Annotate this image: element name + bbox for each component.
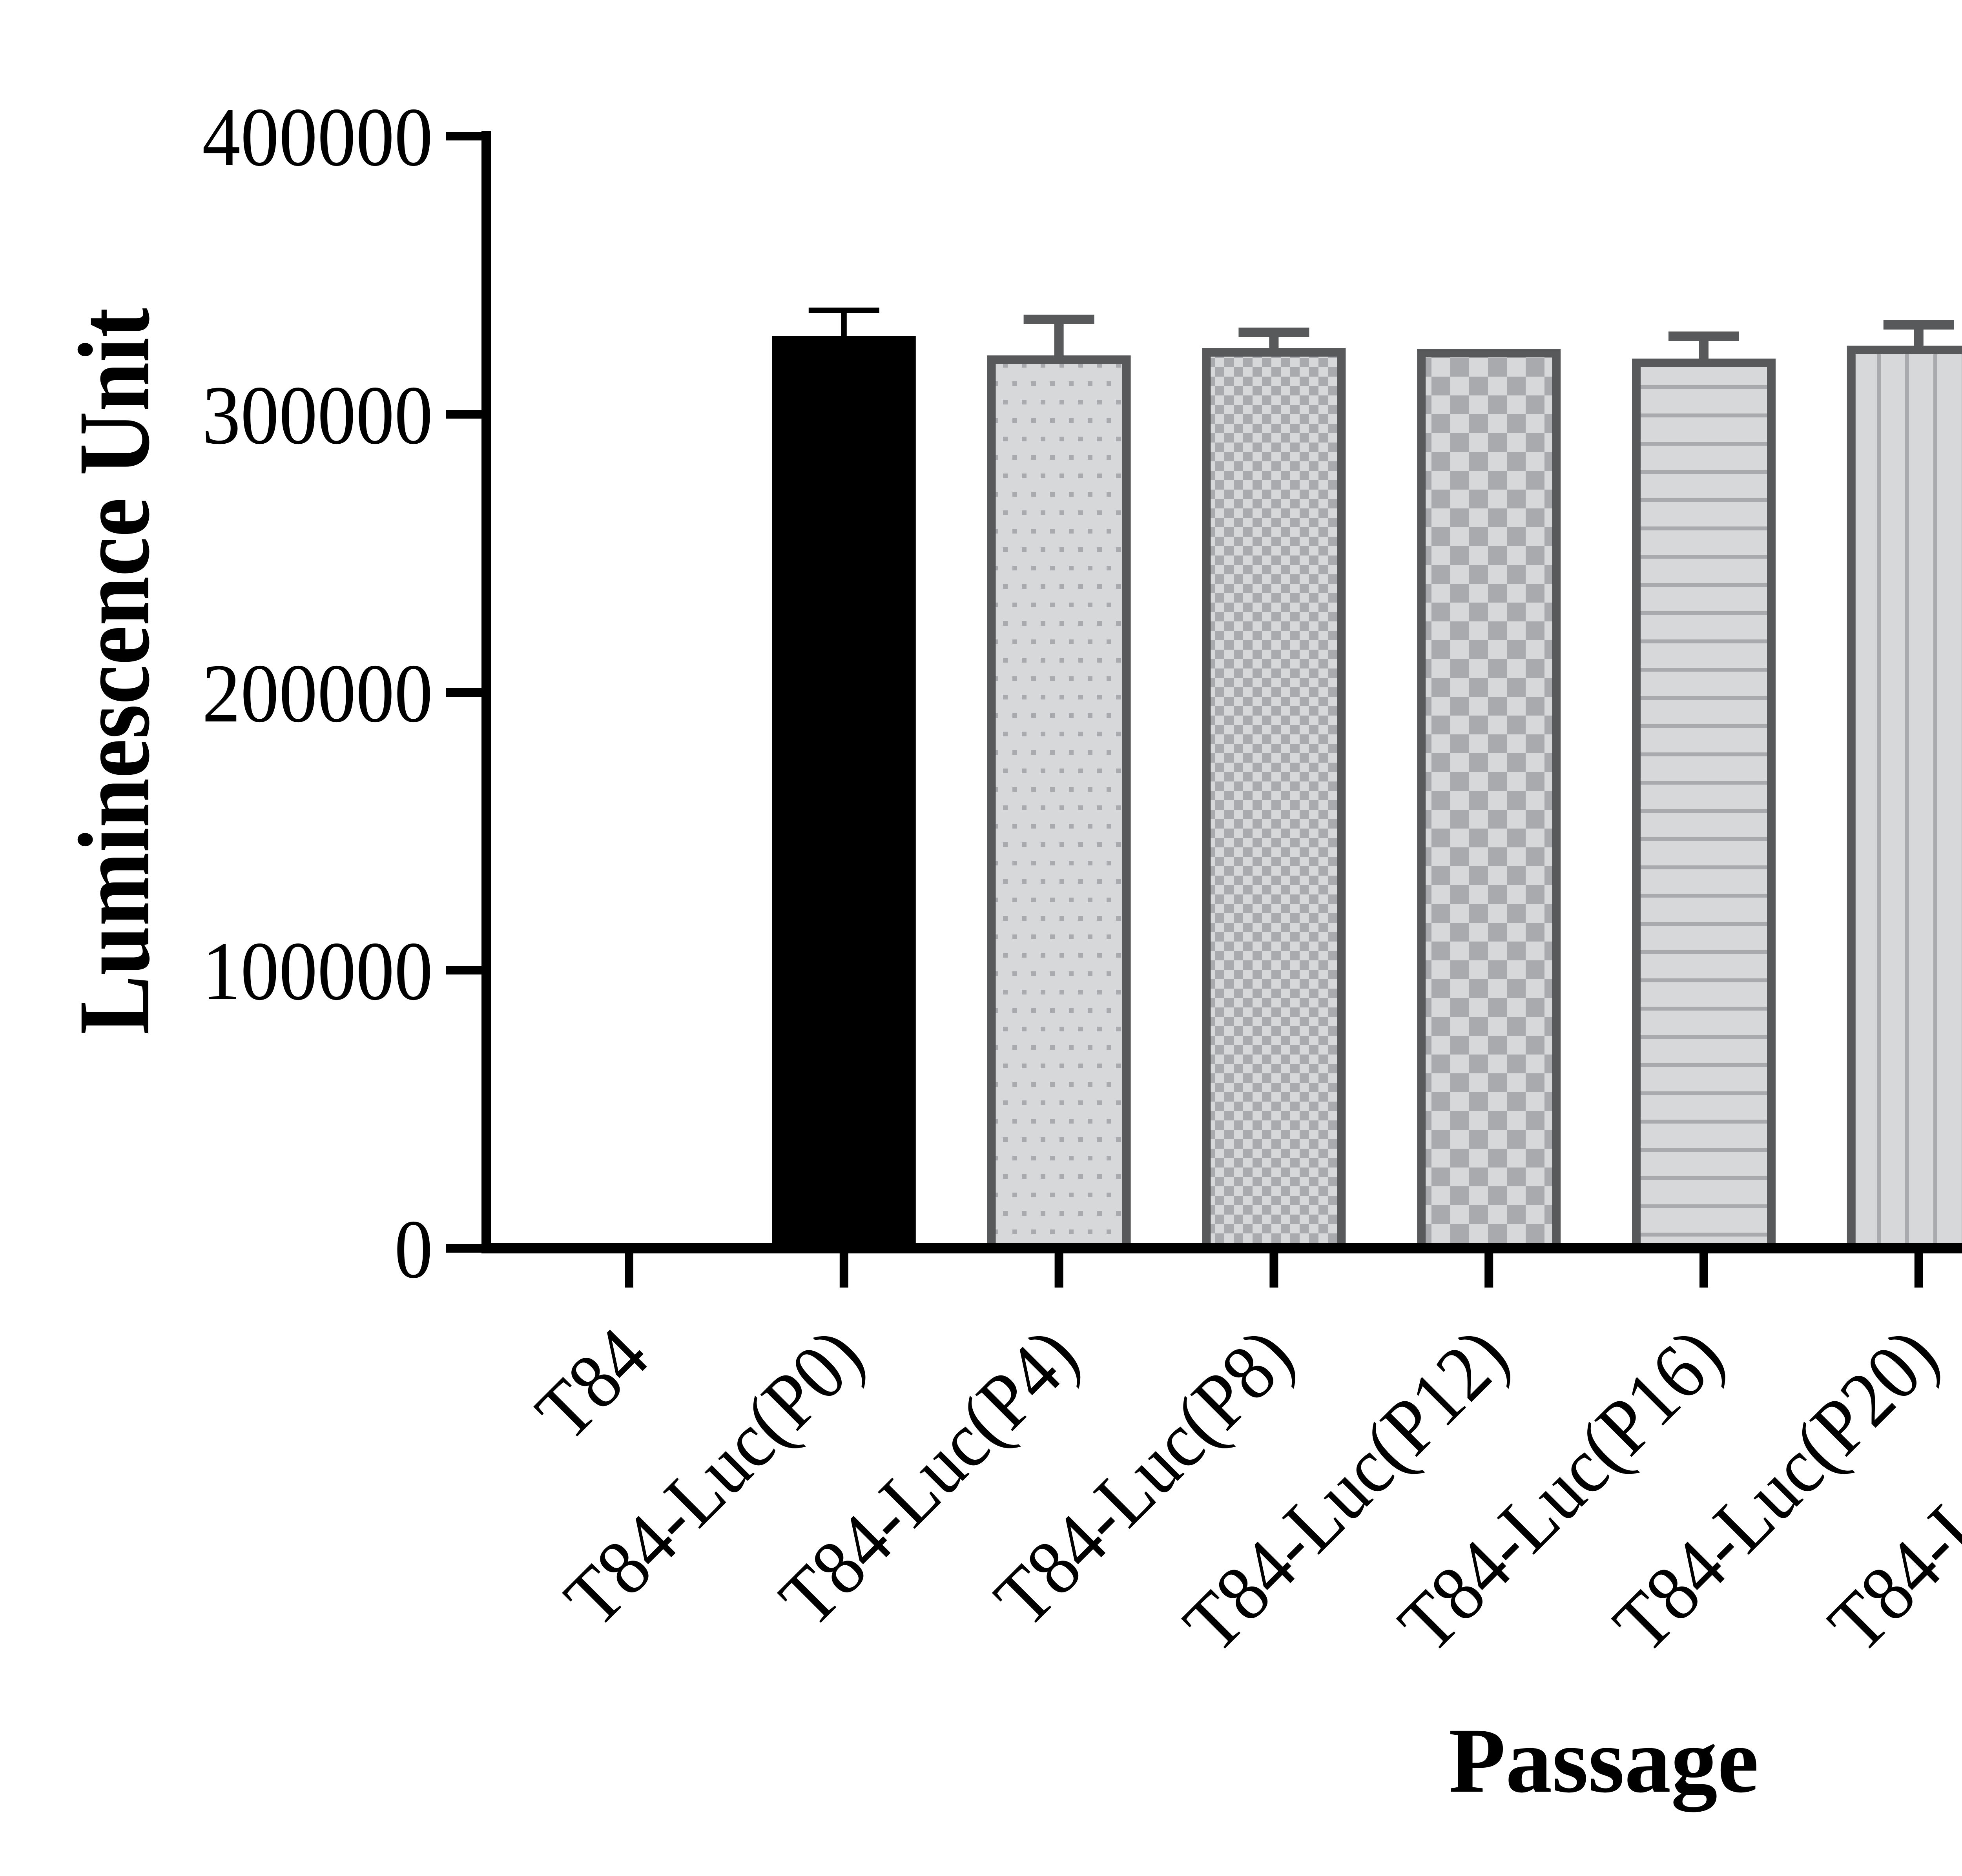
svg-text:Luminescence Unit: Luminescence Unit — [57, 308, 170, 1035]
svg-text:300000: 300000 — [202, 369, 433, 462]
svg-text:200000: 200000 — [202, 647, 433, 740]
svg-text:400000: 400000 — [202, 91, 433, 184]
svg-text:100000: 100000 — [202, 925, 433, 1018]
svg-text:Passage: Passage — [1449, 1709, 1759, 1812]
svg-text:0: 0 — [394, 1203, 433, 1296]
